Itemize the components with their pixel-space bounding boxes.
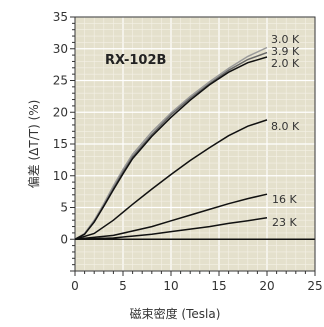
x-tick-label: 20 [259,279,274,293]
y-tick-label: 10 [53,169,68,183]
y-tick-label: 15 [53,137,68,151]
x-tick-label: 15 [211,279,226,293]
y-tick-label: 0 [60,232,68,246]
y-tick-label: 25 [53,74,68,88]
grid [74,16,316,272]
y-tick-label: 35 [53,10,68,24]
x-tick-label: 0 [71,279,79,293]
series-label: 16 K [272,193,297,206]
series-line [74,119,268,241]
x-tick-label: 25 [307,279,322,293]
x-tick-label: 5 [119,279,127,293]
series-label: 23 K [272,216,297,229]
y-tick-label: 5 [60,201,68,215]
y-axis-title: 偏差 (ΔT/T) (%) [26,100,41,189]
x-tick-label: 10 [163,279,178,293]
tick-group: 0 5 10 15 20 25 0 5 10 15 20 25 30 35 [53,10,323,293]
y-tick-label: 30 [53,42,68,56]
series-label: 3.9 K [271,45,300,58]
series-label: 8.0 K [271,120,300,133]
series-label: 2.0 K [271,57,300,70]
series-label: 3.0 K [271,33,300,46]
series-group: 3.0 K3.9 K2.0 K 8.0 K 16 K 23 K [74,33,300,241]
x-axis-title: 磁束密度 (Tesla) [130,306,221,321]
series-line [74,193,268,241]
series-line [74,216,268,241]
series-line [74,56,268,240]
y-tick-label: 20 [53,105,68,119]
chart-title: RX-102B [105,53,166,68]
